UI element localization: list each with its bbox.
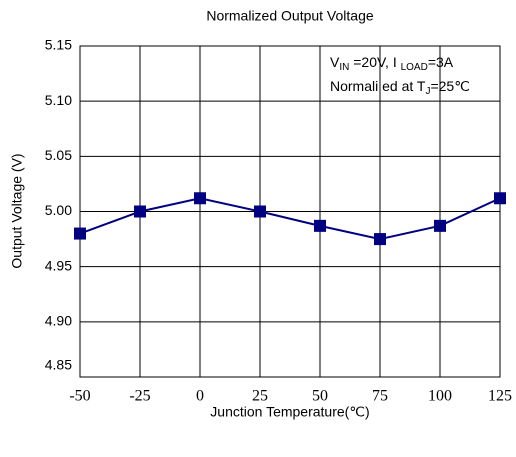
y-axis-title: Output Voltage (V) <box>9 153 25 268</box>
x-axis-title: Junction Temperature(℃) <box>210 404 369 420</box>
annotation-part: =3A <box>428 54 454 70</box>
x-tick-label: -25 <box>129 388 150 405</box>
x-tick-label: -50 <box>69 388 90 405</box>
y-tick-label: 5.00 <box>45 202 72 218</box>
chart-title: Normalized Output Voltage <box>206 8 374 24</box>
marker <box>434 219 446 232</box>
annotation-sub: LOAD <box>401 62 428 73</box>
y-tick-label: 4.90 <box>45 313 72 329</box>
annotation-sub: IN <box>339 62 349 73</box>
marker <box>74 227 86 240</box>
y-tick-label: 5.10 <box>45 92 72 108</box>
x-tick-label: 0 <box>196 388 204 405</box>
y-tick-label: 4.85 <box>45 357 72 373</box>
y-tick-label: 4.95 <box>45 257 72 273</box>
x-tick-label: 75 <box>372 388 388 405</box>
annotation: Normali ed at TJ=25℃ <box>330 78 470 97</box>
marker <box>194 192 206 205</box>
marker <box>374 233 386 246</box>
annotation-part: V <box>330 54 340 70</box>
marker <box>314 219 326 232</box>
annotation: VIN =20V, I LOAD=3A <box>330 54 454 73</box>
x-tick-label: 50 <box>312 388 328 405</box>
y-tick-label: 5.05 <box>45 147 72 163</box>
series-line <box>79 197 501 241</box>
x-tick-label: 125 <box>488 388 512 405</box>
marker <box>494 192 506 205</box>
annotation-part: =25℃ <box>430 78 469 94</box>
x-tick-label: 100 <box>428 388 452 405</box>
x-tick-label: 25 <box>252 388 268 405</box>
annotation-sub: J <box>425 86 430 97</box>
y-tick-label: 5.15 <box>45 37 72 53</box>
annotation-part: =20V, I <box>349 54 400 70</box>
marker <box>134 205 146 218</box>
annotation-part: Normali ed at T <box>330 78 426 94</box>
marker <box>254 205 266 218</box>
